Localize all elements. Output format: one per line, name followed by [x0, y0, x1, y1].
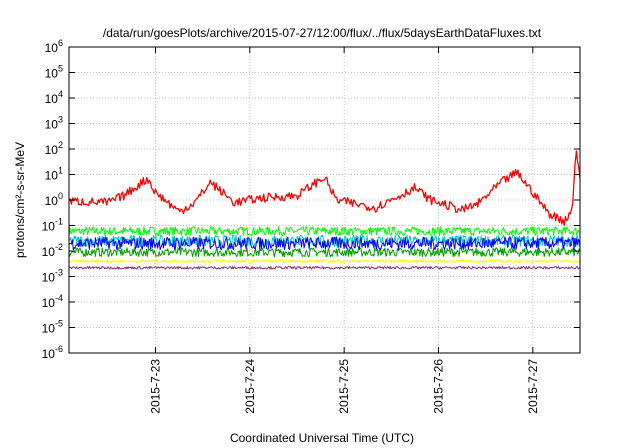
y-tick-base: 10	[42, 296, 56, 310]
y-tick-label: 10-3	[42, 268, 63, 285]
y-tick-label: 102	[45, 140, 63, 157]
series-line	[68, 236, 581, 251]
series-line	[68, 150, 581, 226]
y-tick-label: 105	[45, 64, 63, 81]
y-tick-exponent: 5	[58, 64, 63, 74]
y-tick-label: 10-5	[42, 319, 63, 336]
y-tick-base: 10	[45, 67, 59, 81]
y-tick-label: 10-4	[42, 293, 63, 310]
y-tick-base: 10	[42, 220, 56, 234]
y-tick-label: 104	[45, 89, 63, 106]
y-tick-exponent: -6	[55, 344, 63, 354]
y-tick-base: 10	[45, 118, 59, 132]
y-tick-label: 10-1	[42, 217, 63, 234]
y-tick-base: 10	[45, 194, 59, 208]
y-tick-exponent: 2	[58, 140, 63, 150]
y-tick-exponent: -3	[55, 268, 63, 278]
y-tick-label: 10-2	[42, 242, 63, 259]
y-tick-base: 10	[45, 41, 59, 55]
y-tick-exponent: 6	[58, 38, 63, 48]
x-tick-label: 2015-7-25	[337, 359, 351, 414]
y-tick-label: 100	[45, 191, 63, 208]
y-tick-exponent: -2	[55, 242, 63, 252]
y-tick-exponent: 3	[58, 115, 63, 125]
series-line	[68, 226, 581, 237]
y-tick-labels: 10-610-510-410-310-210-11001011021031041…	[42, 38, 63, 361]
y-tick-label: 101	[45, 166, 63, 183]
series-line	[68, 247, 581, 258]
series-line	[68, 266, 581, 270]
y-tick-base: 10	[42, 322, 56, 336]
y-tick-exponent: 0	[58, 191, 63, 201]
y-axis-label: protons/cm²-s-sr-MeV	[13, 142, 27, 258]
y-tick-exponent: -5	[55, 319, 63, 329]
y-tick-exponent: 4	[58, 89, 63, 99]
x-tick-labels: 2015-7-23 2015-7-24 2015-7-25 2015-7-26 2015…	[148, 359, 539, 414]
y-tick-base: 10	[42, 347, 56, 361]
y-tick-base: 10	[45, 169, 59, 183]
y-tick-base: 10	[45, 92, 59, 106]
y-tick-base: 10	[42, 271, 56, 285]
y-tick-base: 10	[45, 143, 59, 157]
x-tick-label: 2015-7-23	[148, 359, 162, 414]
ticks	[69, 46, 580, 354]
y-tick-label: 106	[45, 38, 63, 55]
y-tick-exponent: 1	[58, 166, 63, 176]
series-group	[68, 150, 581, 270]
y-tick-exponent: -1	[55, 217, 63, 227]
y-tick-base: 10	[42, 245, 56, 259]
x-tick-label: 2015-7-24	[243, 359, 257, 414]
x-tick-label: 2015-7-27	[526, 359, 540, 414]
y-tick-label: 10-6	[42, 344, 63, 361]
series-line	[68, 259, 581, 264]
y-tick-label: 103	[45, 115, 63, 132]
x-axis-label: Coordinated Universal Time (UTC)	[230, 431, 414, 445]
x-tick-label: 2015-7-26	[431, 359, 445, 414]
chart-title: /data/run/goesPlots/archive/2015-07-27/1…	[103, 26, 542, 40]
y-tick-exponent: -4	[55, 293, 63, 303]
